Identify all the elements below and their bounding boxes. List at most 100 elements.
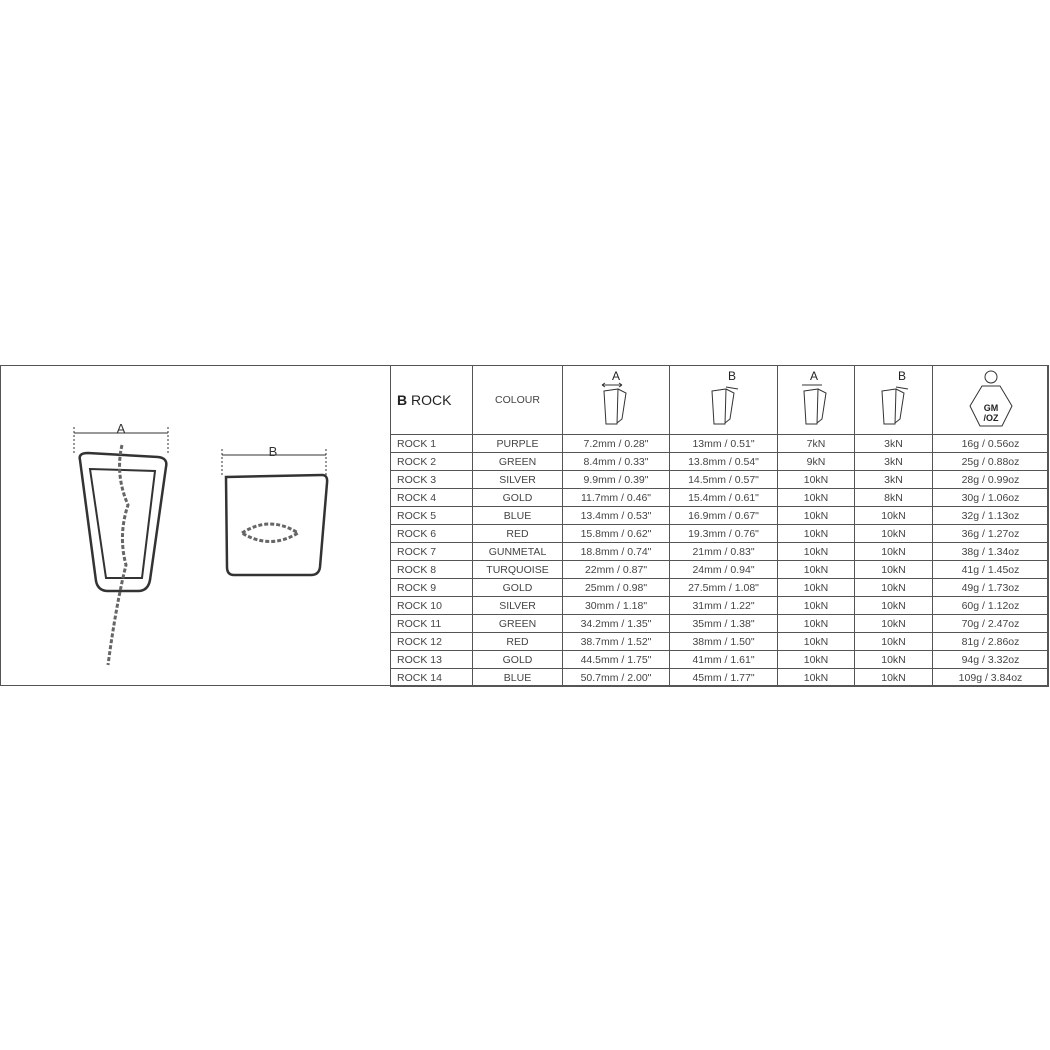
table-row: ROCK 3 SILVER 9.9mm / 0.39" 14.5mm / 0.57" 1… bbox=[390, 470, 1049, 489]
cell-strength-a: 10kN bbox=[777, 470, 855, 489]
cell-width-a: 34.2mm / 1.35" bbox=[562, 614, 670, 633]
cell-weight: 109g / 3.84oz bbox=[932, 668, 1049, 687]
cell-model: ROCK 11 bbox=[390, 614, 473, 633]
cell-width-a: 7.2mm / 0.28" bbox=[562, 434, 670, 453]
weight-icon: GM/OZ bbox=[968, 370, 1013, 426]
cell-weight: 32g / 1.13oz bbox=[932, 506, 1049, 525]
cell-colour: TURQUOISE bbox=[472, 560, 563, 579]
cell-colour: GOLD bbox=[472, 650, 563, 669]
cell-width-a: 25mm / 0.98" bbox=[562, 578, 670, 597]
cell-weight: 25g / 0.88oz bbox=[932, 452, 1049, 471]
chock-illustration: A B bbox=[73, 421, 329, 666]
header-strength-a: A bbox=[777, 365, 855, 435]
cell-width-b: 24mm / 0.94" bbox=[669, 560, 778, 579]
cell-strength-b: 10kN bbox=[854, 632, 933, 651]
cell-colour: RED bbox=[472, 632, 563, 651]
cell-colour: GOLD bbox=[472, 578, 563, 597]
chock-side-view bbox=[224, 473, 329, 577]
cell-model: ROCK 5 bbox=[390, 506, 473, 525]
cell-strength-a: 9kN bbox=[777, 452, 855, 471]
cell-strength-b: 10kN bbox=[854, 614, 933, 633]
cell-width-b: 15.4mm / 0.61" bbox=[669, 488, 778, 507]
cell-strength-b: 10kN bbox=[854, 506, 933, 525]
cell-width-b: 38mm / 1.50" bbox=[669, 632, 778, 651]
cell-colour: GUNMETAL bbox=[472, 542, 563, 561]
cell-strength-b: 3kN bbox=[854, 452, 933, 471]
table-row: ROCK 11 GREEN 34.2mm / 1.35" 35mm / 1.38" 10… bbox=[390, 614, 1049, 633]
cell-colour: GREEN bbox=[472, 614, 563, 633]
cell-weight: 36g / 1.27oz bbox=[932, 524, 1049, 543]
svg-text:B: B bbox=[728, 369, 736, 383]
dimension-b-marker: B bbox=[221, 444, 327, 477]
table-row: ROCK 12 RED 38.7mm / 1.52" 38mm / 1.50" 10kN… bbox=[390, 632, 1049, 651]
cell-colour: BLUE bbox=[472, 668, 563, 687]
cell-width-b: 16.9mm / 0.67" bbox=[669, 506, 778, 525]
chock-width-b-icon: B bbox=[710, 369, 738, 424]
header-width-a: A bbox=[562, 365, 670, 435]
cell-width-a: 50.7mm / 2.00" bbox=[562, 668, 670, 687]
table-row: ROCK 10 SILVER 30mm / 1.18" 31mm / 1.22" 10k… bbox=[390, 596, 1049, 615]
cell-model: ROCK 1 bbox=[390, 434, 473, 453]
table-row: ROCK 2 GREEN 8.4mm / 0.33" 13.8mm / 0.54" 9k… bbox=[390, 452, 1049, 471]
cell-strength-b: 10kN bbox=[854, 542, 933, 561]
label-a: A bbox=[117, 421, 126, 436]
cell-strength-a: 7kN bbox=[777, 434, 855, 453]
table-row: ROCK 1 PURPLE 7.2mm / 0.28" 13mm / 0.51" 7kN… bbox=[390, 434, 1049, 453]
cell-weight: 60g / 1.12oz bbox=[932, 596, 1049, 615]
cell-strength-a: 10kN bbox=[777, 632, 855, 651]
cell-model: ROCK 3 bbox=[390, 470, 473, 489]
header-row: B ROCK COLOUR A B A B GM/OZ bbox=[390, 365, 1049, 435]
table-row: ROCK 5 BLUE 13.4mm / 0.53" 16.9mm / 0.67" 10… bbox=[390, 506, 1049, 525]
cell-colour: GOLD bbox=[472, 488, 563, 507]
cell-strength-a: 10kN bbox=[777, 596, 855, 615]
cell-weight: 49g / 1.73oz bbox=[932, 578, 1049, 597]
cell-model: ROCK 2 bbox=[390, 452, 473, 471]
cell-strength-b: 3kN bbox=[854, 434, 933, 453]
cell-strength-b: 10kN bbox=[854, 596, 933, 615]
cell-strength-a: 10kN bbox=[777, 524, 855, 543]
cell-colour: GREEN bbox=[472, 452, 563, 471]
cell-model: ROCK 10 bbox=[390, 596, 473, 615]
cell-model: ROCK 8 bbox=[390, 560, 473, 579]
cell-width-a: 18.8mm / 0.74" bbox=[562, 542, 670, 561]
table-row: ROCK 8 TURQUOISE 22mm / 0.87" 24mm / 0.94" 1… bbox=[390, 560, 1049, 579]
svg-text:B: B bbox=[898, 369, 906, 383]
cell-strength-b: 10kN bbox=[854, 650, 933, 669]
cell-width-a: 15.8mm / 0.62" bbox=[562, 524, 670, 543]
table-row: ROCK 9 GOLD 25mm / 0.98" 27.5mm / 1.08" 10kN… bbox=[390, 578, 1049, 597]
cell-colour: SILVER bbox=[472, 596, 563, 615]
svg-text:GM: GM bbox=[983, 403, 998, 413]
cell-weight: 16g / 0.56oz bbox=[932, 434, 1049, 453]
dimension-a-marker: A bbox=[73, 421, 169, 455]
cell-width-a: 30mm / 1.18" bbox=[562, 596, 670, 615]
table-row: ROCK 14 BLUE 50.7mm / 2.00" 45mm / 1.77" 10k… bbox=[390, 668, 1049, 687]
cell-colour: PURPLE bbox=[472, 434, 563, 453]
spec-table-body: ROCK 1 PURPLE 7.2mm / 0.28" 13mm / 0.51" 7kN… bbox=[390, 434, 1049, 687]
cell-model: ROCK 7 bbox=[390, 542, 473, 561]
cell-strength-a: 10kN bbox=[777, 578, 855, 597]
cell-width-a: 38.7mm / 1.52" bbox=[562, 632, 670, 651]
svg-text:/OZ: /OZ bbox=[983, 413, 999, 423]
cell-width-b: 21mm / 0.83" bbox=[669, 542, 778, 561]
cell-strength-a: 10kN bbox=[777, 488, 855, 507]
cell-colour: SILVER bbox=[472, 470, 563, 489]
table-row: ROCK 13 GOLD 44.5mm / 1.75" 41mm / 1.61" 10k… bbox=[390, 650, 1049, 669]
cell-model: ROCK 4 bbox=[390, 488, 473, 507]
chock-width-a-icon: A bbox=[601, 369, 627, 424]
cell-weight: 94g / 3.32oz bbox=[932, 650, 1049, 669]
cell-model: ROCK 13 bbox=[390, 650, 473, 669]
table-row: ROCK 4 GOLD 11.7mm / 0.46" 15.4mm / 0.61" 10… bbox=[390, 488, 1049, 507]
cell-model: ROCK 9 bbox=[390, 578, 473, 597]
cell-strength-a: 10kN bbox=[777, 542, 855, 561]
cell-width-b: 31mm / 1.22" bbox=[669, 596, 778, 615]
chock-strength-b-icon: B bbox=[880, 369, 908, 424]
svg-text:A: A bbox=[612, 369, 620, 383]
cell-width-b: 35mm / 1.38" bbox=[669, 614, 778, 633]
chock-front-view bbox=[78, 444, 168, 666]
table-row: ROCK 7 GUNMETAL 18.8mm / 0.74" 21mm / 0.83"… bbox=[390, 542, 1049, 561]
cell-width-b: 14.5mm / 0.57" bbox=[669, 470, 778, 489]
chock-strength-a-icon: A bbox=[802, 369, 827, 424]
cell-strength-a: 10kN bbox=[777, 650, 855, 669]
cell-strength-b: 10kN bbox=[854, 524, 933, 543]
cell-strength-a: 10kN bbox=[777, 668, 855, 687]
